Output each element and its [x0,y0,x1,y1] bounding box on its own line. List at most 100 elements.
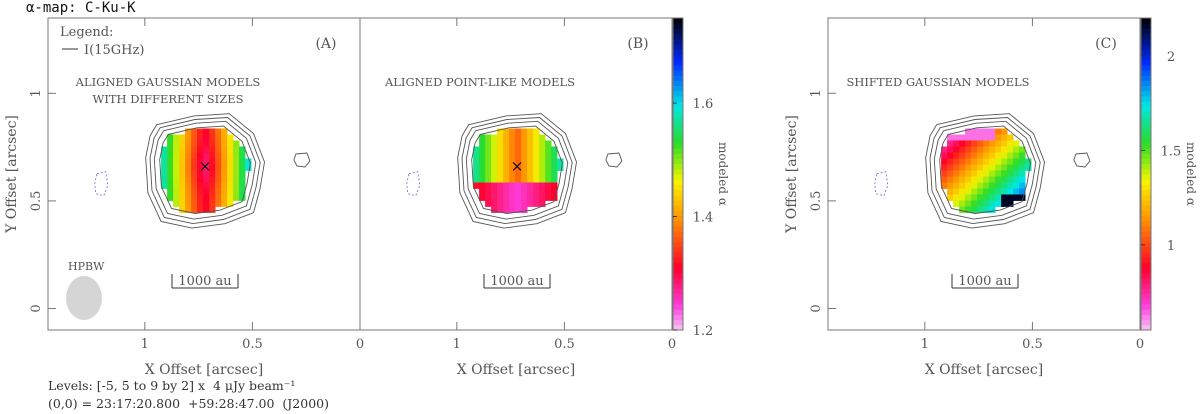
colorbar-segment [673,49,683,55]
colorbar-segment [673,324,683,331]
heatmap-pixel [965,206,972,213]
heatmap-pixel [545,158,552,165]
heatmap-pixel [203,170,210,177]
heatmap-pixel [209,176,216,183]
colorbar-segment [1141,283,1151,289]
intensity-contour [929,117,1041,225]
heatmap-pixel [977,152,984,159]
heatmap-pixel [227,194,234,201]
heatmap-pixel [527,152,534,159]
heatmap-pixel [971,152,978,159]
heatmap-pixel [191,176,198,183]
heatmap-pixel [233,140,240,147]
heatmap-pixel [239,164,246,171]
heatmap-pixel [497,164,504,171]
colorbar-segment [1141,75,1151,81]
heatmap-pixel [497,176,504,183]
heatmap-pixel [179,140,186,147]
heatmap-pixel [167,188,174,195]
heatmap-pixel [521,146,528,153]
heatmap-pixel [233,164,240,171]
heatmap-pixel [497,128,504,135]
heatmap-pixel [497,146,504,153]
heatmap-pixel [983,152,990,159]
heatmap-pixel [161,164,168,171]
y-tick-label: 1 [29,89,44,97]
heatmap-pixel [539,158,546,165]
heatmap-pixel [989,152,996,159]
heatmap-pixel [965,128,972,135]
map-origin-note: (0,0) = 23:17:20.800 +59:28:47.00 (J2000… [48,396,329,411]
heatmap-pixel [959,146,966,153]
colorbar-segment [1141,257,1151,263]
negative-contour [406,171,421,197]
heatmap-pixel [995,182,1002,189]
heatmap-pixel [167,170,174,177]
heatmap-pixel [173,146,180,153]
heatmap-pixel [203,134,210,141]
heatmap-pixel [1019,176,1026,183]
heatmap-pixel [491,158,498,165]
heatmap-pixel [545,164,552,171]
heatmap-pixel [983,194,990,201]
heatmap-pixel [191,146,198,153]
colorbar-segment [1141,252,1151,258]
heatmap-pixel [197,188,204,195]
heatmap-pixel [953,200,960,207]
heatmap-pixel [545,194,552,201]
heatmap-pixel [497,152,504,159]
heatmap-pixel [989,176,996,183]
heatmap-pixel [947,146,954,153]
heatmap-pixel [233,152,240,159]
heatmap-pixel [1001,188,1008,195]
heatmap-pixel [539,134,546,141]
colorbar-segment [1141,23,1151,29]
heatmap-pixel [497,134,504,141]
heatmap-pixel [227,158,234,165]
heatmap-pixel [479,176,486,183]
heatmap-pixel [221,140,228,147]
colorbar-segment [1141,106,1151,113]
intensity-contour [145,113,265,229]
heatmap-pixel [977,146,984,153]
heatmap-pixel [989,158,996,165]
heatmap-pixel [215,176,222,183]
heatmap-pixel [227,146,234,153]
heatmap-pixel [185,140,192,147]
colorbar-segment [1141,158,1151,165]
heatmap-pixel [191,200,198,207]
heatmap-pixel [521,194,528,201]
heatmap-pixel [941,170,948,177]
heatmap-pixel [533,194,540,201]
heatmap-pixel [533,188,540,195]
intensity-contour [159,125,251,214]
panel-label: (A) [315,36,336,52]
heatmap-pixel [995,158,1002,165]
heatmap-pixel [239,182,246,189]
heatmap-pixel [953,158,960,165]
heatmap-pixel [173,176,180,183]
peak-marker [512,162,522,171]
heatmap-pixel [203,128,210,135]
heatmap-pixel [491,188,498,195]
heatmap-pixel [233,158,240,165]
heatmap-pixel [185,170,192,177]
heatmap-pixel [233,188,240,195]
colorbar-segment [673,205,683,211]
heatmap-pixel [227,170,234,177]
heatmap-pixel [209,152,216,159]
heatmap-pixel [509,134,516,141]
colorbar-segment [1141,70,1151,76]
heatmap-pixel [557,164,564,171]
heatmap-pixel [551,176,558,183]
colorbar-segment [1141,194,1151,201]
colorbar-segment [673,319,683,326]
colorbar-segment [1141,293,1151,300]
colorbar-segment [673,163,683,170]
heatmap-pixel [527,158,534,165]
heatmap-pixel [1013,152,1020,159]
heatmap-pixel [197,152,204,159]
heatmap-pixel [221,182,228,189]
colorbar-segment [1141,80,1151,87]
heatmap-pixel [497,170,504,177]
